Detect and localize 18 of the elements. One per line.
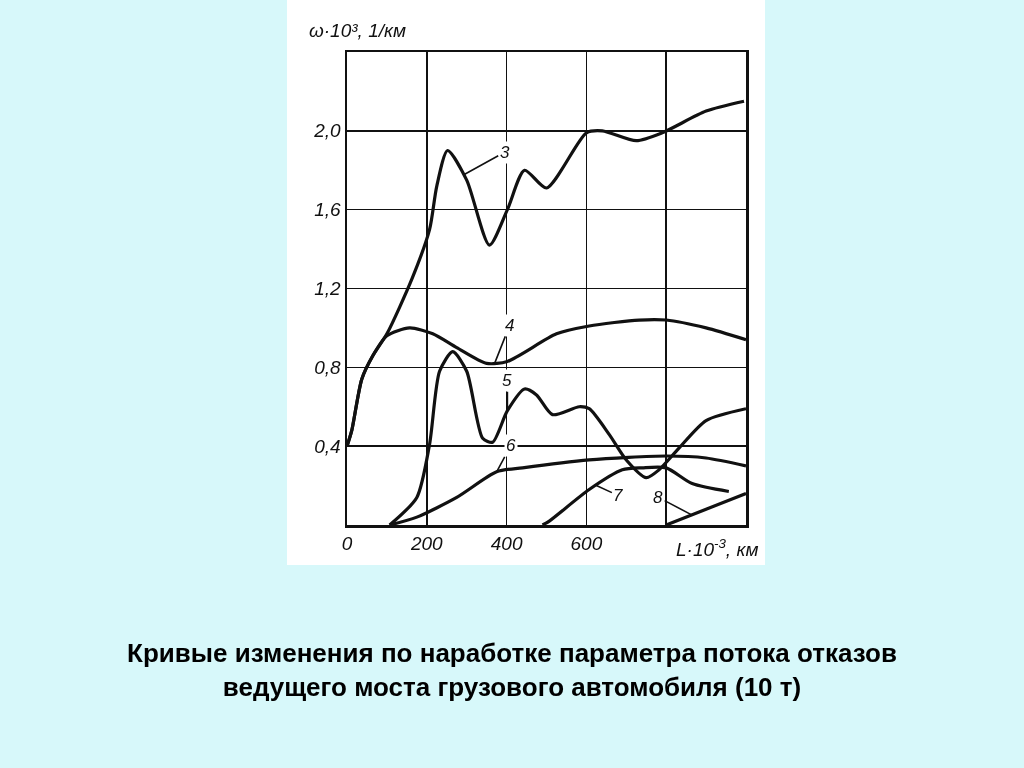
annotation: 5 [502, 371, 512, 390]
y-tick-label: 0,4 [314, 435, 341, 457]
y-tick-label: 1,2 [314, 278, 342, 300]
annotation: 7 [613, 486, 623, 505]
annotation: 8 [653, 488, 663, 507]
annotation: 4 [505, 316, 515, 335]
x-tick-label: 200 [409, 533, 444, 555]
x-tick-label: 600 [570, 533, 603, 555]
y-tick-label: 0,8 [314, 356, 342, 378]
x-tick-label: 0 [341, 533, 353, 555]
annotation: 3 [500, 143, 510, 162]
x-tick-label: 400 [490, 533, 523, 555]
y-tick-label: 1,6 [314, 199, 342, 221]
text: Кривые изменения по наработке параметра потока отказов ведущего моста грузового автомобиля (10 т) [126, 637, 898, 704]
annotation: 6 [506, 436, 516, 455]
y-axis-title: ω·10³, 1/км [309, 20, 406, 41]
x-axis-title: L·10$^{-3}$, км [676, 536, 759, 560]
y-tick-label: 2,0 [313, 120, 342, 142]
